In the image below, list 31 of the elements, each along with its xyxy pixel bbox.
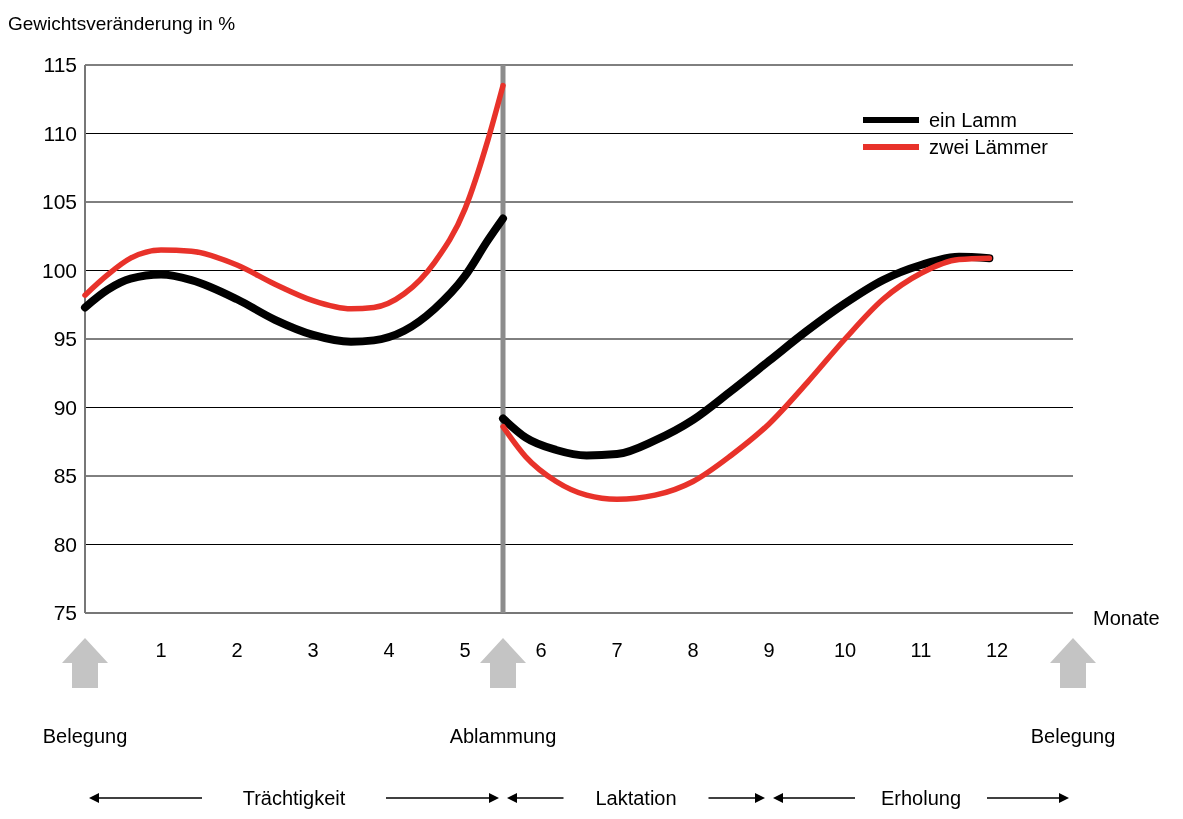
y-tick-label: 85 — [53, 464, 77, 488]
y-tick-label: 100 — [41, 258, 77, 282]
x-tick-label: 9 — [763, 639, 775, 661]
x-tick-label: 12 — [985, 639, 1009, 661]
y-tick-label: 110 — [43, 121, 77, 145]
x-tick-label: 2 — [231, 639, 243, 661]
y-tick-label: 95 — [53, 327, 77, 351]
x-tick-label: 7 — [611, 639, 623, 661]
y-tick-label: 115 — [43, 53, 77, 77]
y-axis-title: Gewichtsveränderung in % — [8, 13, 236, 34]
x-tick-label: 10 — [833, 639, 857, 661]
x-tick-label: 8 — [687, 639, 699, 661]
x-tick-label: 1 — [155, 639, 167, 661]
x-axis-title: Monate — [1093, 607, 1160, 629]
y-tick-label: 90 — [53, 395, 77, 419]
text: Erholung — [880, 787, 962, 809]
y-tick-label: 80 — [53, 532, 77, 556]
legend-label: zwei Lämmer — [929, 136, 1049, 158]
y-tick-label: 75 — [53, 601, 77, 625]
text: Belegung — [1030, 725, 1116, 747]
text: Belegung — [42, 725, 128, 747]
text: Laktation — [595, 787, 677, 809]
x-tick-label: 6 — [535, 639, 547, 661]
text: Trächtigkeit — [242, 787, 346, 809]
x-tick-label: 11 — [910, 639, 932, 661]
x-tick-label: 5 — [459, 639, 471, 661]
x-tick-label: 3 — [307, 639, 319, 661]
y-tick-label: 105 — [41, 190, 77, 214]
legend-label: ein Lamm — [929, 109, 1017, 131]
x-tick-label: 4 — [383, 639, 395, 661]
text: Ablammung — [449, 725, 557, 747]
